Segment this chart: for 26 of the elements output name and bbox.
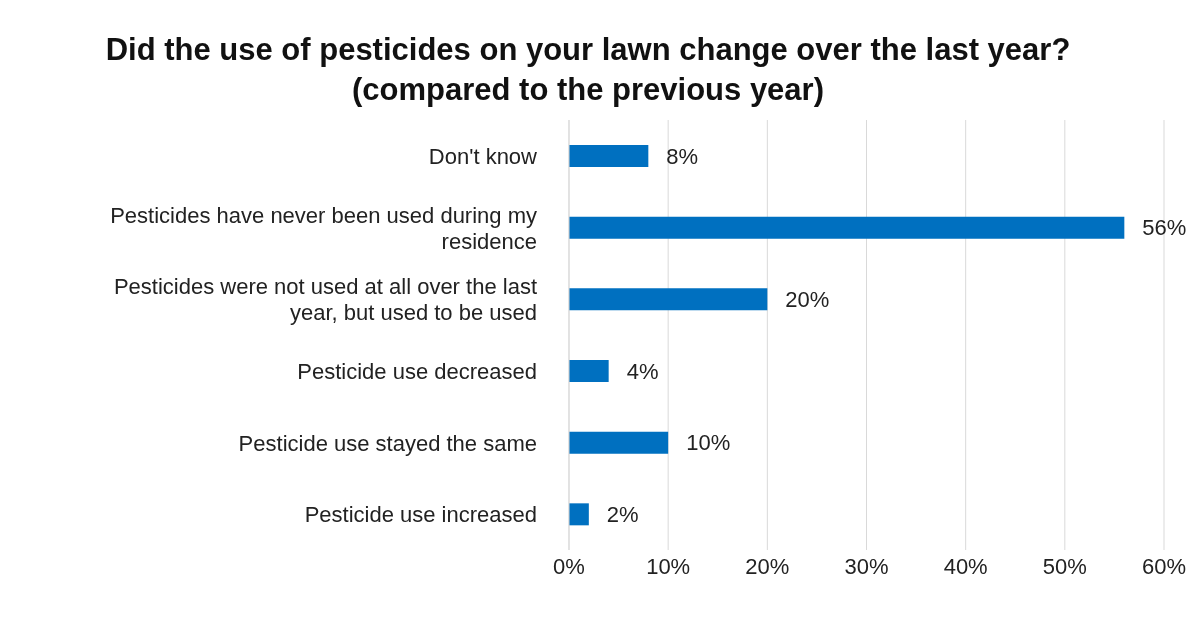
bar	[569, 288, 768, 311]
x-tick-label: 20%	[745, 553, 790, 579]
data-label: 4%	[626, 358, 659, 384]
data-label: 2%	[606, 502, 639, 528]
x-tick-label: 0%	[553, 553, 585, 579]
x-tick-label: 50%	[1042, 553, 1087, 579]
y-tick-label: Don't know	[428, 143, 538, 169]
x-tick-label: 60%	[1141, 553, 1187, 579]
x-tick-label: 40%	[943, 553, 988, 579]
bar	[569, 503, 589, 526]
y-tick-label: Pesticide use stayed the same	[238, 430, 537, 455]
data-label: 56%	[1142, 215, 1187, 241]
bar	[569, 360, 609, 382]
x-tick-label: 30%	[844, 553, 889, 579]
bar	[569, 431, 669, 454]
y-tick-label: Pesticides were not used at all over the last year, but used to be used	[113, 273, 537, 325]
data-label: 20%	[785, 287, 830, 313]
y-tick-label: Pesticide use increased	[304, 501, 537, 527]
x-tick-label: 10%	[646, 553, 691, 579]
data-label: 8%	[666, 143, 699, 169]
chart-title: Did the use of pesticides on your lawn change over the last year? (compared to the previous year)	[104, 31, 1072, 109]
bar	[569, 145, 649, 167]
data-label: 10%	[686, 430, 731, 456]
y-tick-label: Pesticide use decreased	[297, 358, 537, 384]
bar	[569, 216, 1125, 239]
y-tick-label: Pesticides have never been used during my residence	[110, 202, 537, 253]
